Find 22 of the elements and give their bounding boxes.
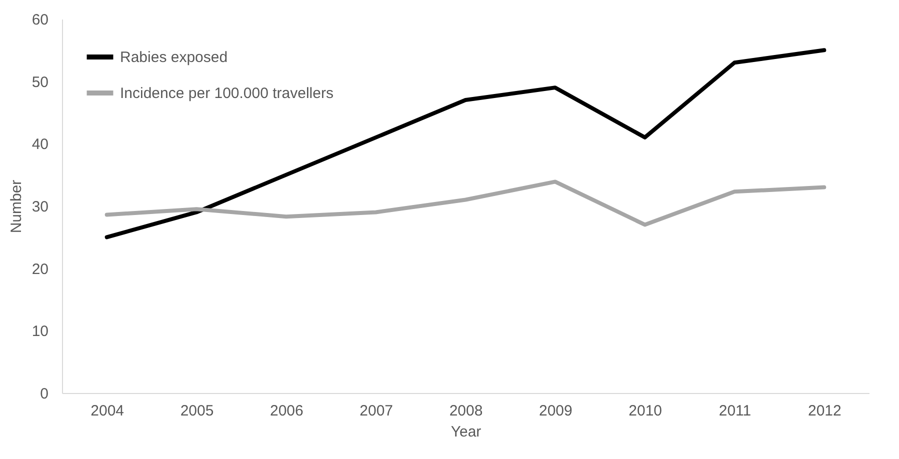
x-tick-label: 2009 (538, 402, 572, 420)
x-tick-label: 2006 (270, 402, 304, 420)
y-tick-label: 50 (32, 74, 48, 91)
x-axis-title: Year (450, 424, 482, 440)
y-tick-label: 30 (32, 198, 48, 216)
line-series (104, 180, 826, 227)
line-series (104, 48, 826, 240)
x-tick-label: 2007 (360, 402, 394, 420)
x-tick-label: 2008 (449, 402, 483, 420)
y-tick-label: 0 (40, 386, 48, 402)
x-tick-label: 2010 (628, 402, 662, 420)
legend-label: Incidence per 100.000 travellers (120, 85, 334, 102)
y-tick-label: 60 (32, 12, 48, 28)
y-axis-title: Number (8, 180, 25, 234)
x-tick-label: 2005 (180, 402, 214, 420)
x-tick-label: 2011 (718, 402, 752, 420)
legend-label: Rabies exposed (120, 49, 228, 66)
y-tick-label: 10 (32, 323, 48, 340)
y-tick-label: 20 (32, 260, 48, 278)
y-tick-label: 40 (32, 136, 48, 154)
x-tick-label: 2012 (808, 402, 842, 420)
x-tick-label: 2004 (90, 402, 124, 420)
